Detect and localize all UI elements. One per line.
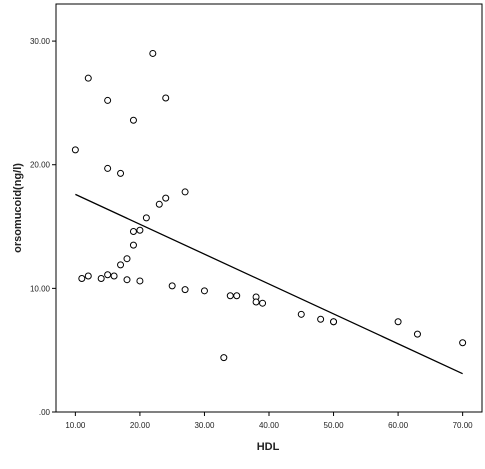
data-point: [317, 315, 325, 323]
y-axis-ticks: .00 10.00 20.00 30.00: [30, 37, 56, 417]
data-point: [162, 94, 170, 102]
data-points: [71, 49, 467, 362]
plot-frame: [55, 3, 483, 413]
data-point: [200, 287, 208, 295]
data-point: [149, 49, 157, 57]
data-point: [330, 318, 338, 326]
data-point: [233, 292, 241, 300]
x-tick-label: 20.00: [130, 421, 151, 430]
data-point: [181, 286, 189, 294]
regression-line: [75, 193, 463, 375]
data-point: [123, 255, 131, 263]
x-tick-label: 50.00: [324, 421, 345, 430]
x-tick-label: 70.00: [453, 421, 474, 430]
x-tick-label: 10.00: [65, 421, 86, 430]
data-point: [413, 330, 421, 338]
data-point: [252, 298, 260, 306]
data-point: [117, 169, 125, 177]
data-point: [97, 274, 105, 282]
x-tick-label: 40.00: [259, 421, 280, 430]
x-axis-title: HDL: [257, 441, 280, 453]
x-tick-label: 30.00: [194, 421, 215, 430]
data-point: [71, 146, 79, 154]
data-point: [110, 272, 118, 280]
y-tick-label: 20.00: [30, 161, 51, 170]
data-point: [136, 226, 144, 234]
y-tick-label: 10.00: [30, 284, 51, 293]
data-point: [104, 96, 112, 104]
data-point: [84, 272, 92, 280]
data-point: [168, 282, 176, 290]
x-axis-ticks: 10.00 20.00 30.00 40.00 50.00 60.00 70.00: [65, 412, 473, 430]
data-point: [84, 74, 92, 82]
data-point: [155, 200, 163, 208]
data-point: [259, 299, 267, 307]
data-point: [136, 277, 144, 285]
data-point: [220, 354, 228, 362]
data-point: [104, 164, 112, 172]
data-point: [129, 241, 137, 249]
data-point: [297, 310, 305, 318]
y-tick-label: .00: [39, 408, 51, 417]
data-point: [162, 194, 170, 202]
y-tick-label: 30.00: [30, 37, 51, 46]
data-point: [394, 318, 402, 326]
data-point: [123, 276, 131, 284]
data-point: [226, 292, 234, 300]
data-point: [117, 261, 125, 269]
data-point: [142, 214, 150, 222]
data-point: [104, 271, 112, 279]
x-tick-label: 60.00: [388, 421, 409, 430]
data-point: [129, 116, 137, 124]
data-point: [181, 188, 189, 196]
y-axis-title: orsomucoid(ng/l): [12, 163, 24, 253]
data-point: [78, 274, 86, 282]
data-point: [129, 227, 137, 235]
data-point: [459, 339, 467, 347]
